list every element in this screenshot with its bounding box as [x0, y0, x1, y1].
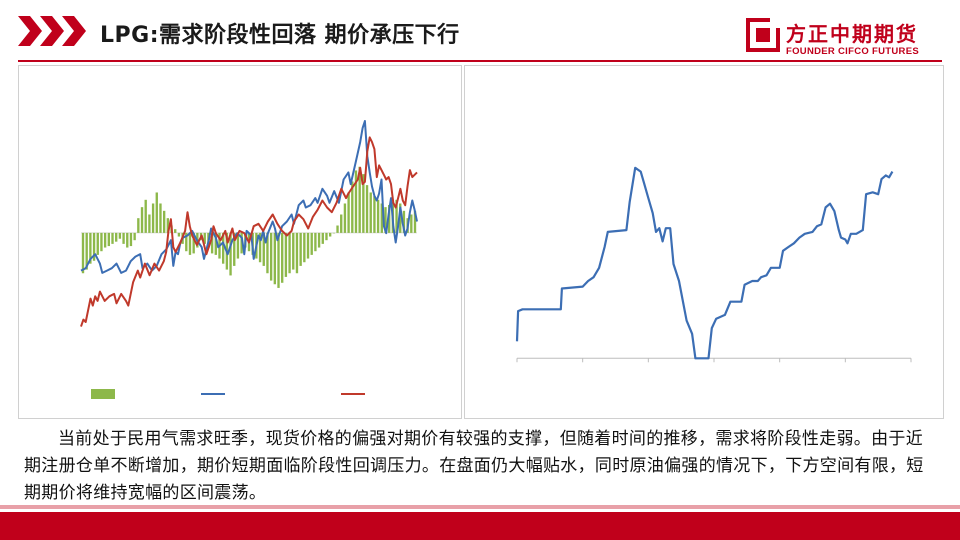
- basis-bar-7: [107, 232, 111, 247]
- basis-bar-22: [162, 210, 166, 233]
- basis-bar-59: [299, 232, 302, 266]
- basis-bar-58: [295, 232, 299, 274]
- basis-bar-66: [325, 232, 328, 241]
- basis-bar-67: [328, 232, 332, 237]
- basis-bar-73: [351, 181, 354, 233]
- basis-bar-48: [258, 232, 262, 263]
- basis-bar-87: [402, 210, 406, 233]
- basis-bar-82: [384, 207, 387, 233]
- basis-bar-25: [174, 229, 177, 233]
- basis-bar-72: [347, 192, 350, 233]
- basis-bar-86: [399, 203, 402, 233]
- basis-bar-70: [340, 214, 343, 233]
- basis-price-chart: [80, 120, 418, 399]
- basis-bar-81: [380, 203, 383, 233]
- logo-cn-text: 方正中期期货: [786, 22, 918, 46]
- basis-bar-6: [103, 232, 107, 248]
- basis-bar-65: [321, 232, 324, 244]
- basis-bar-42: [236, 232, 240, 259]
- basis-bar-9: [115, 232, 118, 242]
- basis-bar-15: [137, 218, 140, 233]
- basis-bar-1: [85, 232, 88, 270]
- basis-bar-55: [284, 232, 288, 277]
- basis-bar-36: [214, 232, 217, 255]
- basis-bar-41: [233, 232, 236, 266]
- page-title: LPG:需求阶段性回落 期价承压下行: [100, 23, 460, 48]
- basis-bar-56: [288, 232, 291, 274]
- footer-stripe: [0, 505, 960, 509]
- basis-bar-17: [144, 199, 147, 233]
- price-line-2: [80, 136, 418, 327]
- basis-bar-50: [266, 232, 269, 274]
- basis-bar-3: [92, 232, 96, 261]
- basis-bar-80: [376, 199, 380, 233]
- basis-bar-54: [281, 232, 284, 283]
- basis-bar-13: [129, 232, 133, 247]
- basis-bar-74: [354, 170, 358, 233]
- basis-bar-69: [336, 225, 339, 233]
- header-chevrons-icon: [18, 16, 86, 46]
- basis-price-chart-panel: [18, 65, 462, 419]
- basis-bar-43: [240, 232, 243, 254]
- basis-bar-11: [122, 232, 125, 244]
- basis-bar-10: [118, 232, 122, 239]
- basis-bar-2: [89, 232, 92, 264]
- basis-bar-78: [369, 192, 372, 233]
- basis-bar-51: [269, 232, 273, 281]
- basis-bar-49: [262, 232, 265, 266]
- basis-bar-52: [273, 232, 277, 285]
- basis-bar-12: [126, 232, 129, 248]
- basis-bar-14: [133, 232, 136, 241]
- basis-bar-16: [140, 207, 144, 233]
- basis-bar-21: [159, 203, 162, 233]
- analysis-paragraph: 当前处于民用气需求旺季，现货价格的偏强对期价有较强的支撑，但随着时间的推移，需求…: [24, 429, 924, 503]
- basis-bar-5: [100, 232, 103, 252]
- basis-bar-18: [148, 214, 151, 233]
- basis-bar-85: [395, 199, 398, 233]
- basis-bar-33: [203, 232, 206, 244]
- basis-bar-89: [410, 214, 413, 233]
- legend-swatch-0: [91, 389, 115, 399]
- basis-bar-19: [151, 203, 155, 233]
- basis-bar-60: [303, 232, 306, 263]
- company-logo: 方正中期期货 FOUNDER CIFCO FUTURES: [746, 18, 942, 60]
- basis-bar-76: [362, 174, 365, 233]
- warehouse-receipts-chart-panel: [464, 65, 944, 419]
- basis-bar-63: [314, 232, 317, 252]
- basis-bar-79: [373, 196, 376, 233]
- basis-bar-4: [96, 232, 99, 255]
- warehouse-receipts-chart: [515, 166, 912, 363]
- basis-bar-61: [306, 232, 310, 259]
- basis-bar-8: [111, 232, 114, 244]
- basis-bar-20: [155, 192, 158, 233]
- basis-bar-90: [413, 210, 417, 233]
- basis-bar-57: [292, 232, 295, 270]
- basis-bar-53: [277, 232, 280, 288]
- basis-bar-26: [177, 232, 181, 237]
- basis-bar-75: [358, 166, 361, 233]
- basis-bar-38: [221, 232, 225, 264]
- basis-bar-71: [343, 203, 347, 233]
- logo-en-text: FOUNDER CIFCO FUTURES: [786, 46, 919, 57]
- title-divider: [18, 60, 942, 62]
- logo-mark-icon: [746, 18, 780, 52]
- basis-bar-64: [317, 232, 321, 248]
- basis-bar-83: [387, 204, 391, 233]
- footer-bar: [0, 512, 960, 540]
- basis-bar-62: [310, 232, 313, 255]
- basis-bar-77: [365, 185, 369, 233]
- basis-bar-68: [332, 232, 336, 234]
- basis-bar-28: [185, 232, 188, 252]
- basis-bar-40: [229, 232, 232, 276]
- basis-bar-35: [210, 232, 214, 254]
- basis-bar-0: [81, 232, 85, 274]
- basis-bar-29: [188, 232, 192, 255]
- basis-bar-30: [192, 232, 195, 254]
- basis-bar-23: [166, 218, 170, 233]
- receipts-line: [515, 166, 894, 360]
